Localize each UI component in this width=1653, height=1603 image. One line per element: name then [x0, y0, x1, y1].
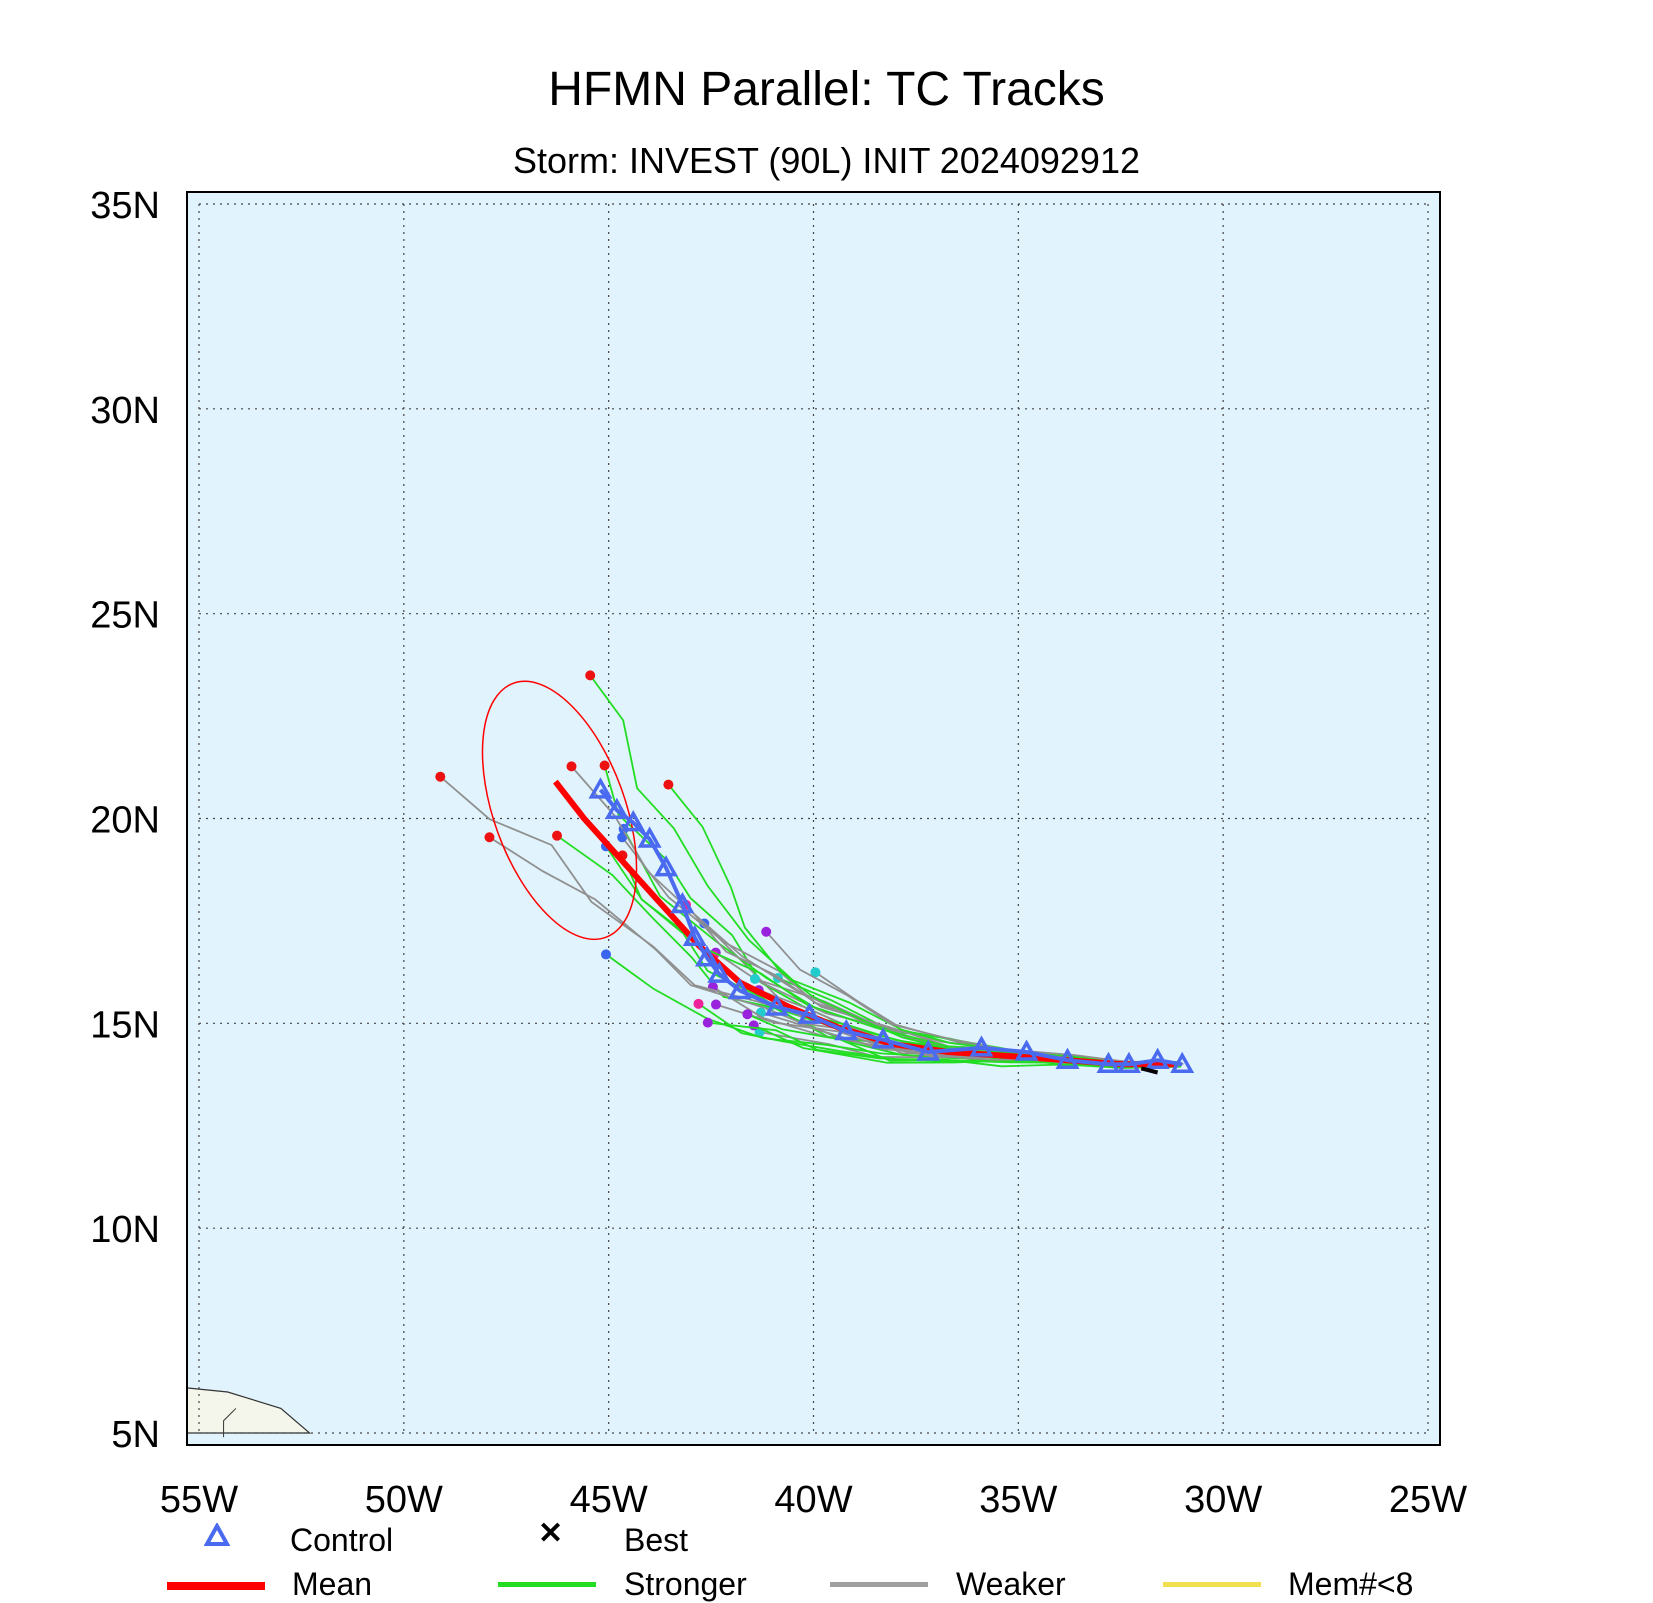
legend-small-member-label: Mem#<8	[1288, 1566, 1414, 1602]
land-border	[223, 1408, 237, 1438]
control-track-marker	[1116, 1051, 1141, 1074]
legend-best-label: Best	[624, 1522, 689, 1558]
control-track-marker	[707, 961, 732, 983]
control-track-marker	[654, 855, 679, 877]
best-track	[1140, 1066, 1159, 1075]
control-legend-icon	[204, 1523, 230, 1546]
member-track-endpoint	[599, 760, 610, 771]
x-tick-label: 55W	[160, 1479, 238, 1521]
x-tick-label: 40W	[774, 1479, 852, 1521]
member-track-endpoint	[702, 1017, 713, 1028]
member-track-endpoint	[749, 973, 760, 984]
small-member-legend-swatch	[1163, 1582, 1261, 1587]
x-tick-label: 30W	[1184, 1479, 1262, 1521]
member-track-endpoint	[710, 999, 721, 1010]
control-track-marker	[1145, 1047, 1170, 1069]
member-track-endpoint	[601, 949, 612, 960]
control-track-marker	[670, 891, 695, 914]
x-tick-label: 35W	[979, 1479, 1057, 1521]
control-track-marker	[871, 1027, 896, 1049]
member-track-endpoint	[742, 1009, 753, 1020]
control-track-marker	[682, 924, 707, 947]
y-tick-label: 5N	[111, 1414, 160, 1456]
x-tick-label: 50W	[365, 1479, 443, 1521]
control-track-marker	[969, 1035, 994, 1057]
member-track-endpoint	[693, 998, 704, 1009]
y-tick-label: 20N	[90, 800, 160, 842]
member-track-endpoint	[435, 771, 446, 782]
control-track-marker	[1170, 1051, 1195, 1074]
plot-frame	[186, 191, 1441, 1446]
member-track-endpoint	[484, 832, 495, 843]
legend-stronger-label: Stronger	[624, 1566, 747, 1602]
gridlines	[198, 203, 1429, 1434]
control-track-marker	[1014, 1039, 1039, 1061]
legend-control-label: Control	[290, 1522, 394, 1558]
control-track-marker	[727, 977, 752, 1000]
control-track-marker	[916, 1039, 941, 1061]
y-tick-label: 35N	[90, 185, 160, 227]
y-tick-label: 15N	[90, 1004, 160, 1046]
x-tick-label: 45W	[570, 1479, 648, 1521]
control-track-marker	[1055, 1047, 1080, 1069]
control-track-marker	[637, 826, 662, 848]
chart-subtitle: Storm: INVEST (90L) INIT 2024092912	[513, 140, 1140, 181]
legend-weaker-label: Weaker	[956, 1566, 1066, 1602]
member-tracks	[435, 670, 1195, 1075]
control-track-marker	[764, 994, 789, 1016]
member-track-endpoint	[761, 926, 772, 937]
best-legend-icon: ✕	[538, 1517, 564, 1550]
y-tick-label: 30N	[90, 390, 160, 432]
legend-mean-label: Mean	[292, 1566, 373, 1602]
member-track-endpoint	[663, 779, 674, 790]
control-track-marker	[621, 810, 646, 832]
control-track-marker	[1096, 1051, 1121, 1074]
control-track	[598, 788, 1183, 1067]
control-track-marker	[834, 1018, 859, 1041]
control-track-marker	[797, 1002, 822, 1024]
member-track-endpoint	[810, 967, 821, 978]
y-tick-label: 10N	[90, 1209, 160, 1251]
y-tick-label: 25N	[90, 595, 160, 637]
chart-title: HFMN Parallel: TC Tracks	[548, 63, 1105, 116]
stronger-legend-swatch	[498, 1582, 596, 1587]
control-track-marker	[604, 797, 629, 820]
mean-legend-swatch	[167, 1582, 265, 1590]
control-track-marker	[694, 945, 719, 967]
uncertainty-ellipse	[481, 680, 638, 941]
member-track-endpoint	[566, 761, 577, 772]
x-tick-label: 25W	[1389, 1479, 1467, 1521]
member-track-endpoint	[552, 830, 563, 841]
control-track-marker	[588, 777, 613, 799]
weaker-legend-swatch	[830, 1582, 928, 1587]
member-track-endpoint	[617, 832, 628, 843]
member-track-endpoint	[585, 670, 596, 681]
